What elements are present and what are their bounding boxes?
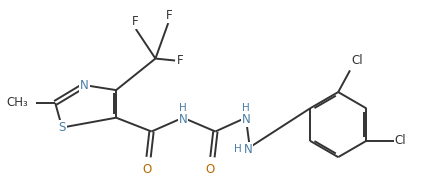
Text: N: N [242,113,250,126]
Text: S: S [58,121,66,134]
Text: H: H [234,144,242,154]
Text: Cl: Cl [351,55,362,68]
Text: O: O [206,163,215,176]
Text: CH₃: CH₃ [6,96,28,109]
Text: F: F [132,15,138,28]
Text: O: O [142,163,151,176]
Text: N: N [243,143,252,156]
Text: F: F [177,54,184,67]
Text: N: N [178,113,187,126]
Text: F: F [166,9,172,22]
Text: N: N [80,79,89,92]
Text: H: H [242,103,250,113]
Text: H: H [179,103,187,113]
Text: Cl: Cl [395,134,406,147]
